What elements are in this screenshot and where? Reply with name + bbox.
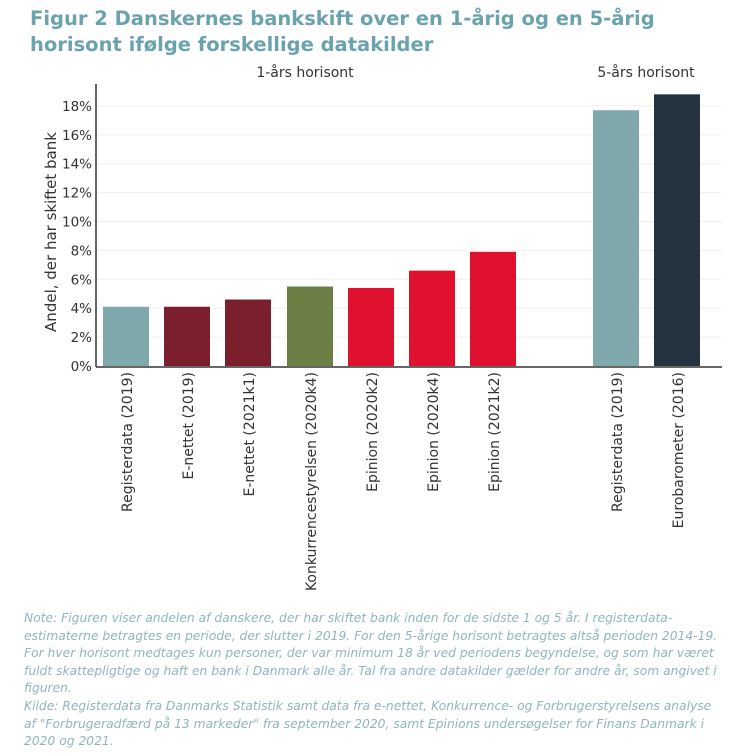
y-axis-label: Andel, der har skiftet bank bbox=[42, 132, 60, 332]
bar bbox=[409, 270, 455, 366]
x-tick-label: Registerdata (2019) bbox=[610, 372, 626, 512]
x-tick-label: Registerdata (2019) bbox=[120, 372, 136, 512]
y-tick-label: 8% bbox=[71, 243, 93, 259]
bar bbox=[164, 306, 210, 366]
x-tick-label: Epinion (2020k2) bbox=[365, 372, 381, 492]
note-text: Note: Figuren viser andelen af danskere,… bbox=[24, 611, 718, 696]
y-tick-label: 6% bbox=[71, 272, 93, 288]
x-tick-label: Epinion (2020k4) bbox=[426, 372, 442, 492]
x-tick-label: Konkurrencestyrelsen (2020k4) bbox=[304, 372, 320, 591]
chart-title: Figur 2 Danskernes bankskift over en 1-å… bbox=[30, 7, 655, 56]
bar bbox=[348, 287, 394, 366]
bar bbox=[225, 299, 271, 366]
group-label: 1-års horisont bbox=[256, 64, 354, 81]
y-tick-label: 12% bbox=[62, 186, 92, 202]
source-text: Kilde: Registerdata fra Danmarks Statist… bbox=[24, 698, 712, 749]
group-label: 5-års horisont bbox=[597, 64, 695, 81]
y-tick-label: 2% bbox=[71, 330, 93, 346]
bar-chart: 0% 2% 4% 6% 8% 10% 12% 14% 16% 18% Andel, der har … bbox=[42, 64, 722, 591]
x-tick-label: E-nettet (2021k1) bbox=[242, 372, 258, 496]
y-tick-label: 4% bbox=[71, 301, 93, 317]
y-tick-label: 0% bbox=[71, 359, 93, 375]
bar bbox=[654, 94, 700, 366]
y-tick-label: 16% bbox=[62, 128, 92, 144]
x-tick-label: Eurobarometer (2016) bbox=[671, 372, 687, 528]
bar bbox=[287, 286, 333, 366]
bar bbox=[593, 110, 639, 366]
y-tick-label: 10% bbox=[62, 215, 92, 231]
chart-notes: Note: Figuren viser andelen af danskere,… bbox=[24, 610, 724, 751]
x-tick-label: E-nettet (2019) bbox=[181, 372, 197, 479]
bar bbox=[103, 306, 149, 366]
x-tick-label: Epinion (2021k2) bbox=[487, 372, 503, 492]
y-tick-label: 18% bbox=[62, 99, 92, 115]
y-tick-label: 14% bbox=[62, 157, 92, 173]
bar bbox=[470, 251, 516, 366]
